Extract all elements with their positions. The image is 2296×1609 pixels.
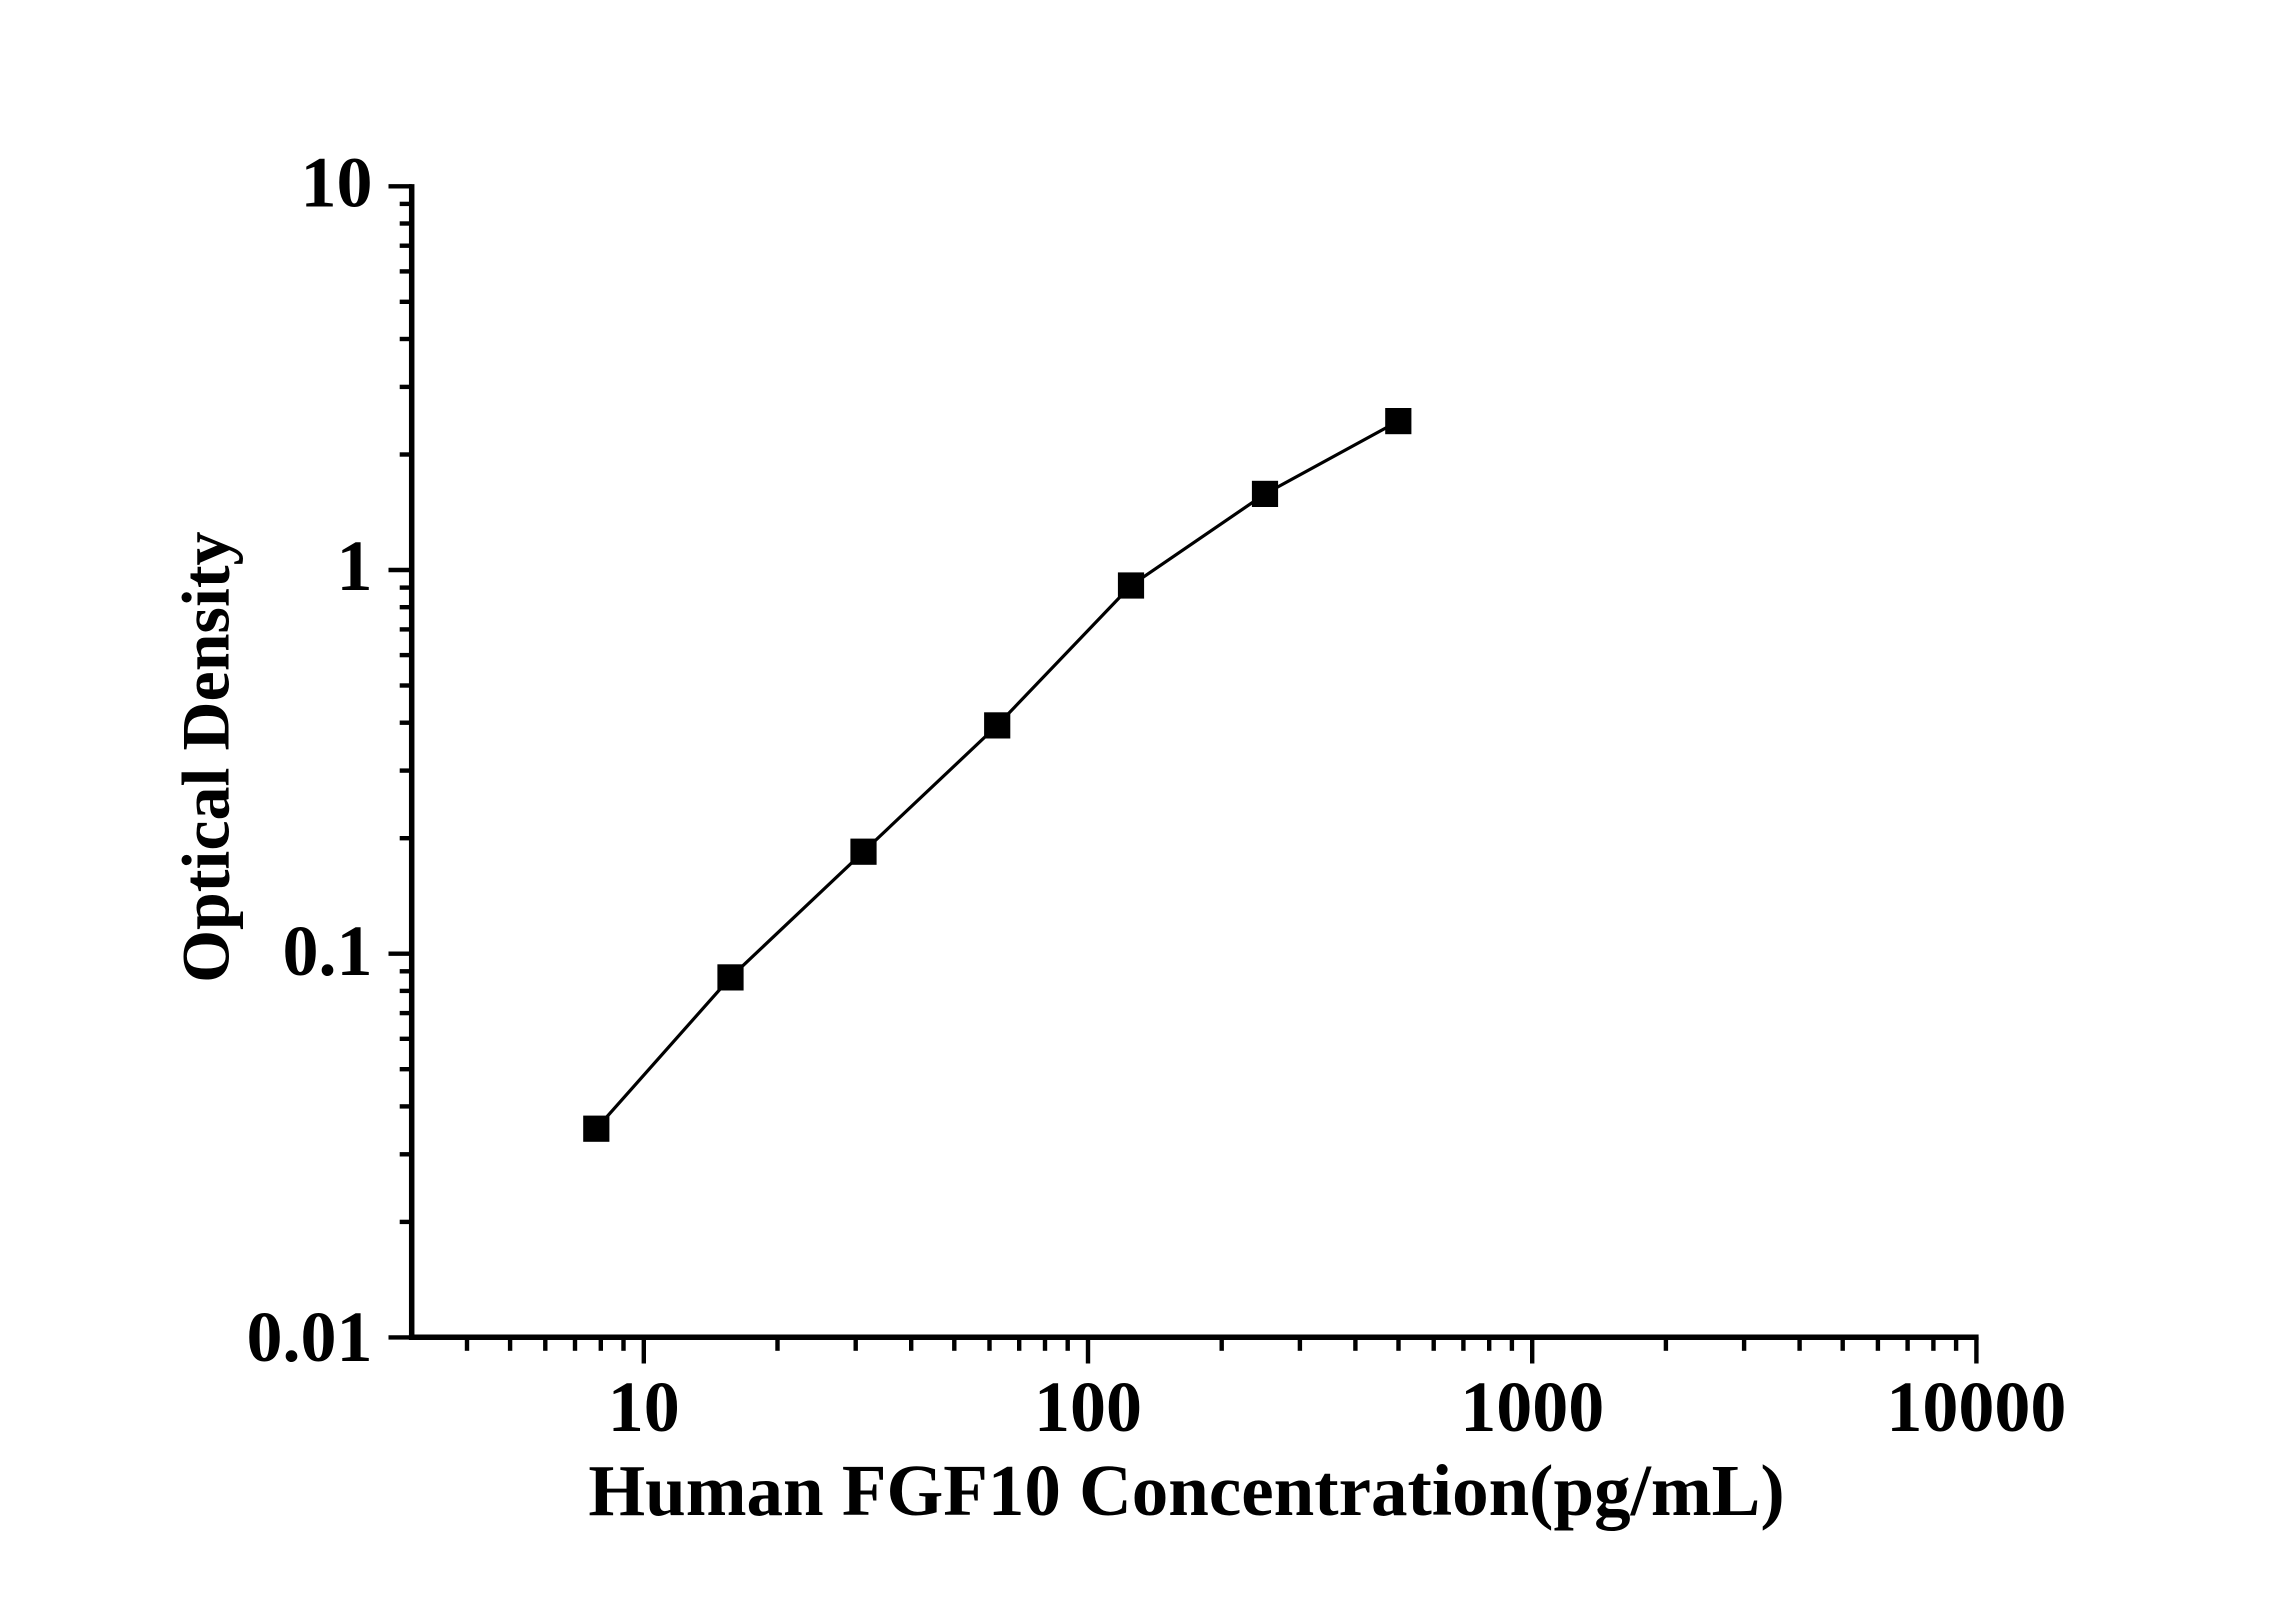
svg-text:Human FGF10 Concentration(pg/m: Human FGF10 Concentration(pg/mL) — [588, 1450, 1784, 1531]
svg-text:0.01: 0.01 — [247, 1297, 373, 1377]
svg-text:10: 10 — [301, 142, 373, 222]
svg-text:1: 1 — [337, 526, 373, 606]
svg-text:100: 100 — [1034, 1367, 1142, 1447]
svg-text:Optical Density: Optical Density — [168, 531, 244, 982]
svg-text:10000: 10000 — [1886, 1367, 2066, 1447]
svg-text:1000: 1000 — [1460, 1367, 1604, 1447]
svg-text:10: 10 — [608, 1367, 680, 1447]
svg-text:0.1: 0.1 — [283, 911, 373, 991]
